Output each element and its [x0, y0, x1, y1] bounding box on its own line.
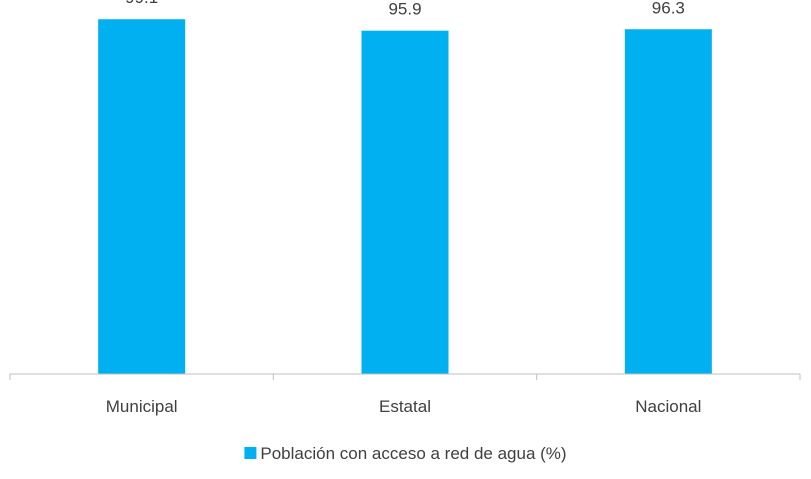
data-label-nacional: 96.3: [652, 0, 685, 17]
bar-estatal: [361, 30, 449, 374]
x-tick-label-municipal: Municipal: [106, 397, 178, 416]
bars-layer: [98, 19, 712, 375]
x-tick-label-nacional: Nacional: [635, 397, 701, 416]
bar-nacional: [624, 29, 712, 374]
data-label-municipal: 99.1: [125, 0, 158, 7]
legend-label: Población con acceso a red de agua (%): [260, 444, 566, 463]
x-axis: Municipal Estatal Nacional: [9, 373, 801, 416]
data-labels-layer: 99.1 95.9 96.3: [125, 0, 685, 19]
data-label-estatal: 95.9: [388, 0, 421, 19]
bar-municipal: [98, 19, 186, 375]
legend: Población con acceso a red de agua (%): [244, 444, 567, 463]
legend-swatch: [244, 447, 257, 459]
x-tick-label-estatal: Estatal: [379, 397, 431, 416]
